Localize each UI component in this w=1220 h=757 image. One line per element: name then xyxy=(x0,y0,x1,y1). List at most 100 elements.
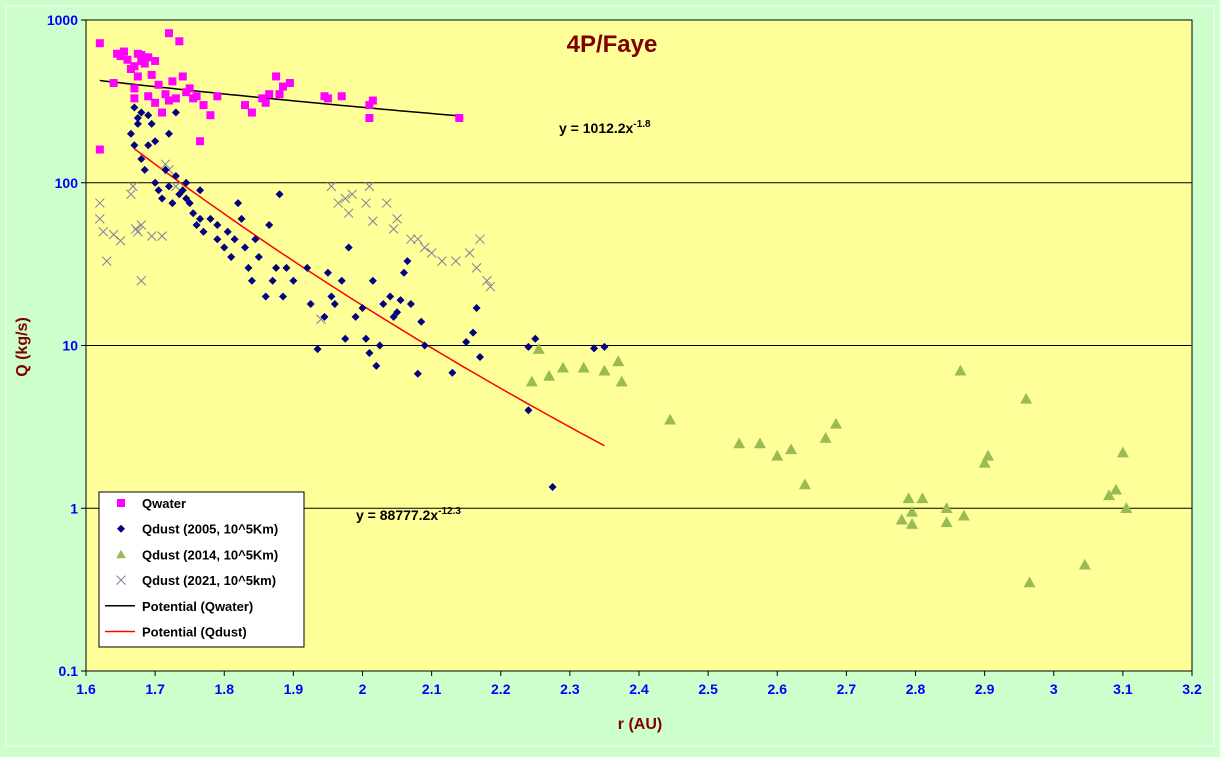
qwater-point xyxy=(164,96,173,105)
qwater-point xyxy=(240,101,249,110)
qdust-2005-point xyxy=(182,178,191,187)
legend-item-qdust-2014-swatch xyxy=(116,549,126,559)
qdust-2005-point xyxy=(368,276,377,285)
qdust-2014-point xyxy=(1116,446,1129,458)
qdust-2021-point xyxy=(471,262,482,273)
qwater-point xyxy=(275,90,284,99)
qwater-point xyxy=(151,98,160,107)
qdust-2005-point xyxy=(151,178,160,187)
qdust-2005-point xyxy=(126,129,135,138)
qdust-2005-point xyxy=(178,186,187,195)
qdust-2005-point xyxy=(531,334,540,343)
y-tick-label: 10 xyxy=(62,338,78,354)
qdust-2005-point xyxy=(306,299,315,308)
qwater-point xyxy=(285,79,294,88)
qdust-2014-point xyxy=(733,437,746,449)
qwater-point xyxy=(261,98,270,107)
qdust-2005-point xyxy=(289,276,298,285)
qwater-point xyxy=(123,55,132,64)
qwater-point xyxy=(171,94,180,103)
qdust-2005-point xyxy=(164,129,173,138)
qdust-2005-point xyxy=(182,194,191,203)
legend-item-qdust-2005-swatch xyxy=(117,524,125,533)
qdust-2005-point xyxy=(137,108,146,117)
qdust-2021-point xyxy=(126,189,136,200)
qdust-2005-point xyxy=(237,214,246,223)
qdust-2005-point xyxy=(185,199,194,208)
qwater-point xyxy=(154,80,163,89)
qdust-2021-point xyxy=(128,181,138,192)
x-axis-title: r (AU) xyxy=(618,716,662,733)
x-tick-label: 2.5 xyxy=(698,681,718,697)
qdust-2021-point xyxy=(437,256,447,266)
qdust-2014-point xyxy=(916,492,929,504)
qdust-2005-point xyxy=(199,227,208,236)
qdust-2005-point xyxy=(344,243,353,252)
qdust-2005-point xyxy=(144,141,153,150)
qdust-2005-point xyxy=(137,154,146,163)
qwater-point xyxy=(213,92,222,101)
qdust-2014-point xyxy=(612,355,625,367)
legend-item-qdust-2021-label: Qdust (2021, 10^5km) xyxy=(142,573,276,588)
x-tick-label: 2 xyxy=(359,681,367,697)
qwater-point xyxy=(365,113,374,122)
qdust-2014-point xyxy=(957,509,970,521)
qdust-2014-point xyxy=(1023,576,1036,588)
dust-fit-line xyxy=(133,148,605,447)
qwater-point xyxy=(199,101,208,110)
x-tick-label: 3.1 xyxy=(1113,681,1133,697)
qdust-2021-point xyxy=(412,234,423,245)
qdust-2005-point xyxy=(171,108,180,117)
qdust-2005-point xyxy=(251,235,260,244)
legend-box xyxy=(98,491,305,648)
qdust-2021-point xyxy=(392,214,402,224)
qdust-2005-point xyxy=(189,209,198,218)
legend-item-qwater-label: Qwater xyxy=(142,496,186,511)
x-tick-label: 2.8 xyxy=(906,681,926,697)
qdust-2014-point xyxy=(940,516,953,528)
qdust-2005-point xyxy=(130,141,139,150)
qdust-2021-point xyxy=(482,275,492,286)
qdust-2005-point xyxy=(420,341,429,350)
qwater-point xyxy=(130,62,139,71)
qdust-2005-point xyxy=(448,368,457,377)
qdust-2005-point xyxy=(192,221,201,230)
qdust-2021-point xyxy=(333,198,344,208)
qdust-2014-point xyxy=(1103,489,1116,501)
qwater-point xyxy=(137,50,146,59)
qdust-2021-point xyxy=(388,224,399,234)
qdust-2005-point xyxy=(476,352,485,361)
qdust-2014-point xyxy=(982,449,995,461)
qdust-2014-point xyxy=(556,361,569,373)
qdust-2021-point xyxy=(94,214,105,224)
legend-item-water-fit-label: Potential (Qwater) xyxy=(142,599,253,614)
qdust-2021-point xyxy=(347,189,357,200)
x-tick-label: 2.3 xyxy=(560,681,580,697)
qdust-2014-point xyxy=(664,413,677,425)
y-tick-label: 1 xyxy=(70,500,78,516)
qdust-2005-point xyxy=(341,334,350,343)
qdust-2005-point xyxy=(158,194,167,203)
qdust-2005-point xyxy=(244,263,253,272)
qdust-2005-point xyxy=(375,341,384,350)
qdust-2005-point xyxy=(254,252,263,261)
qwater-point xyxy=(272,72,281,81)
qdust-2005-point xyxy=(275,190,284,199)
qdust-2005-point xyxy=(462,338,471,347)
qwater-point xyxy=(158,108,167,117)
qwater-point xyxy=(323,94,332,103)
qwater-point xyxy=(185,84,194,93)
qdust-2005-point xyxy=(161,165,170,174)
qwater-point xyxy=(133,72,142,81)
qdust-2021-point xyxy=(340,193,351,204)
qdust-2005-point xyxy=(313,345,322,354)
qwater-point xyxy=(265,90,274,99)
water-fit-equation-exponent: -1.8 xyxy=(633,119,651,130)
qdust-2005-point xyxy=(351,312,360,321)
qdust-2005-point xyxy=(261,292,270,301)
qdust-2005-point xyxy=(196,214,205,223)
dust-fit-equation: y = 88777.2x-12.3 xyxy=(356,506,461,523)
qdust-2014-point xyxy=(906,505,919,517)
qwater-point xyxy=(196,137,205,146)
qdust-2021-point xyxy=(364,181,375,192)
